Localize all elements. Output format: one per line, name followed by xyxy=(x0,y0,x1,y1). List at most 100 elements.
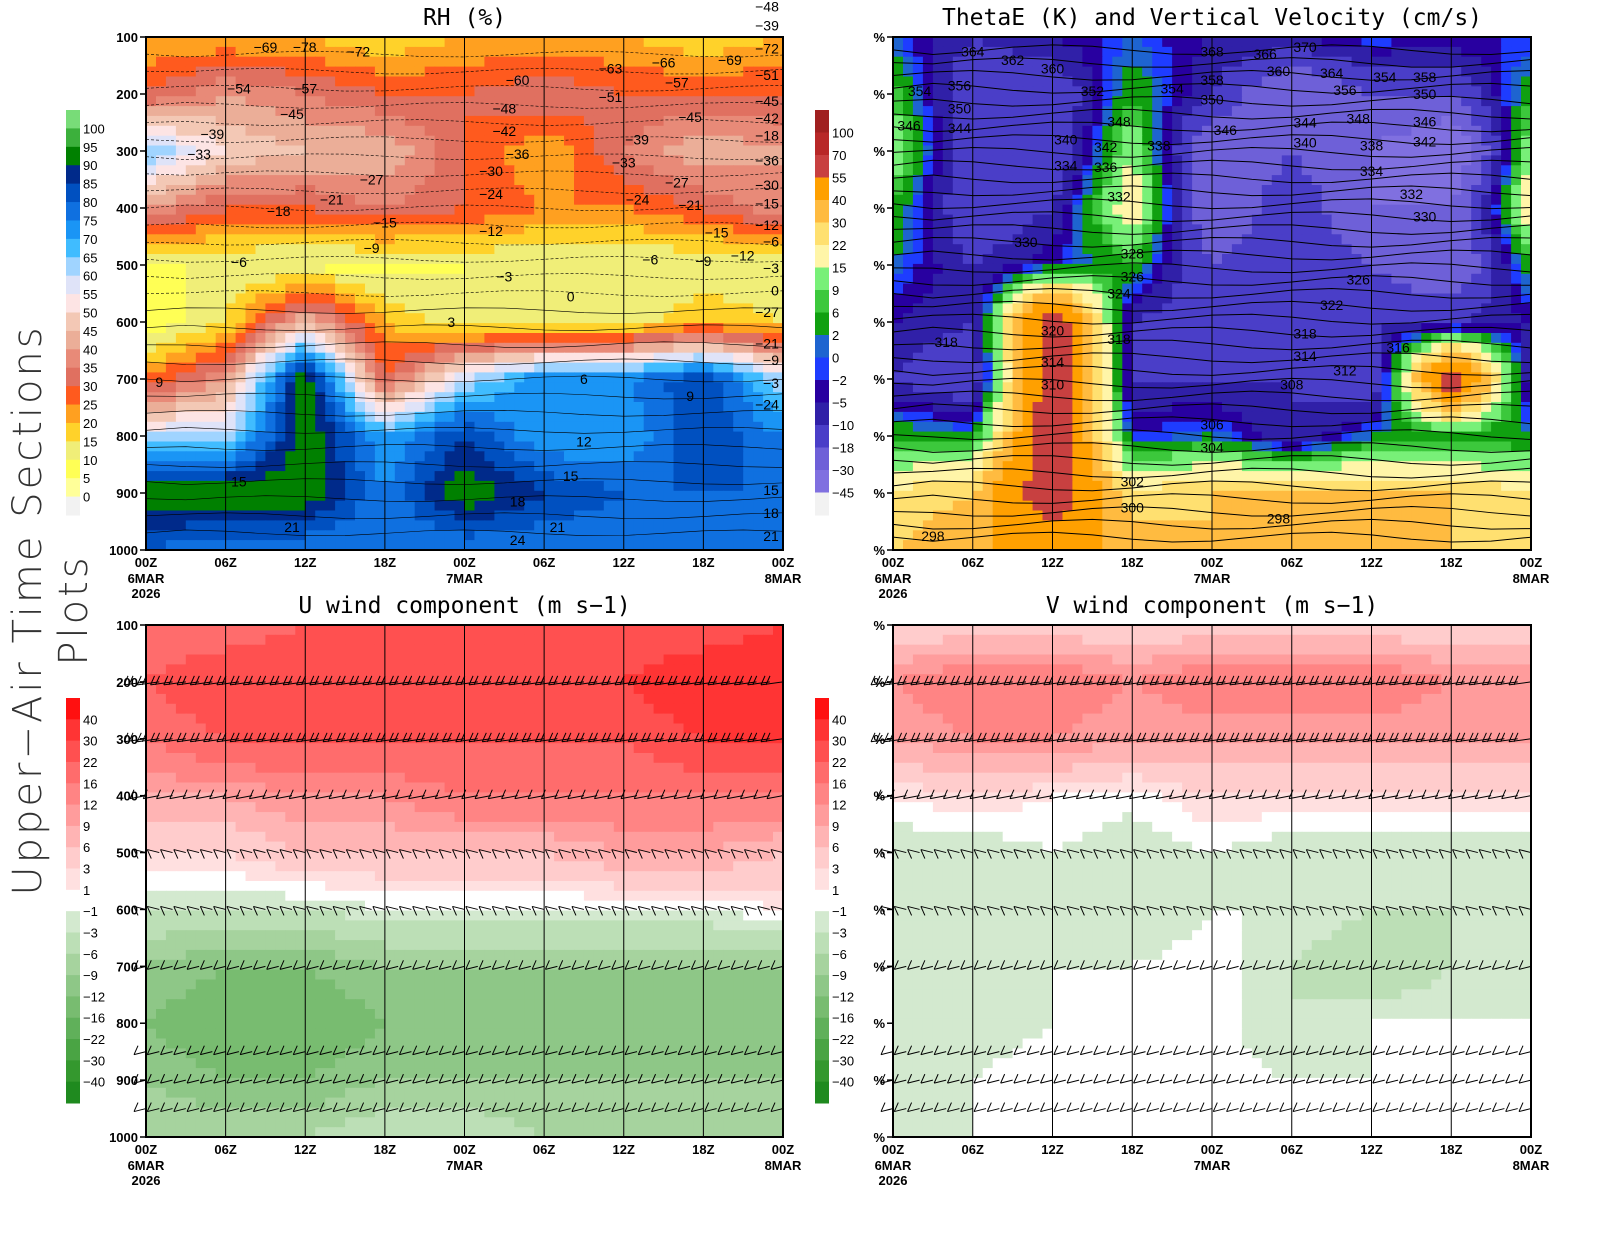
contour-cell xyxy=(295,490,306,502)
contour-cell xyxy=(225,273,237,285)
contour-cell xyxy=(1441,135,1452,147)
contour-cell xyxy=(1241,155,1253,166)
contour-cell xyxy=(255,155,267,166)
contour-cell xyxy=(753,303,764,314)
contour-cell xyxy=(534,402,545,413)
contour-cell xyxy=(753,293,764,304)
contour-cell xyxy=(1222,165,1233,176)
contour-cell xyxy=(305,273,316,285)
contour-cell xyxy=(1192,135,1203,147)
contour-cell xyxy=(663,402,675,413)
contour-cell xyxy=(623,115,635,127)
contour-cell xyxy=(404,135,416,147)
contour-label: 15 xyxy=(563,468,579,484)
contour-cell xyxy=(693,96,704,107)
contour-cell xyxy=(723,480,734,492)
contour-cell xyxy=(305,194,316,206)
contour-cell xyxy=(404,392,416,403)
contour-cell xyxy=(583,46,595,58)
contour-cell xyxy=(773,273,784,285)
contour-label: 12 xyxy=(576,434,592,450)
contour-cell xyxy=(1301,194,1313,206)
contour-cell xyxy=(315,37,326,48)
contour-cell xyxy=(275,323,286,334)
contour-cell xyxy=(205,194,217,206)
contour-cell xyxy=(325,471,336,482)
contour-cell xyxy=(703,185,714,196)
contour-cell xyxy=(583,431,595,443)
contour-cell xyxy=(1241,244,1253,255)
contour-cell xyxy=(195,293,207,304)
contour-cell xyxy=(325,540,336,551)
contour-cell xyxy=(952,135,964,147)
contour-cell xyxy=(633,372,645,383)
contour-cell xyxy=(524,46,535,58)
contour-cell xyxy=(474,214,486,226)
contour-cell xyxy=(384,431,396,443)
contour-cell xyxy=(1192,234,1203,245)
contour-cell xyxy=(1052,76,1064,87)
contour-cell xyxy=(743,194,754,206)
contour-cell xyxy=(374,392,386,403)
contour-cell xyxy=(165,214,177,226)
contour-cell xyxy=(593,392,605,403)
contour-cell xyxy=(903,96,914,107)
contour-cell xyxy=(773,362,784,374)
contour-cell xyxy=(753,165,764,176)
contour-cell xyxy=(723,115,734,127)
contour-cell xyxy=(554,224,565,235)
contour-cell xyxy=(1361,194,1373,206)
contour-cell xyxy=(1152,214,1163,226)
contour-cell xyxy=(633,303,645,314)
contour-cell xyxy=(554,402,565,413)
contour-cell xyxy=(205,402,217,413)
contour-cell xyxy=(952,204,964,216)
contour-cell xyxy=(564,263,575,275)
contour-cell xyxy=(305,46,316,58)
contour-cell xyxy=(434,66,446,78)
contour-cell xyxy=(534,185,545,196)
contour-cell xyxy=(175,520,187,531)
contour-cell xyxy=(564,37,575,48)
contour-cell xyxy=(146,224,157,235)
contour-cell xyxy=(763,451,774,462)
contour-cell xyxy=(1301,145,1313,156)
contour-cell xyxy=(893,214,904,226)
contour-cell xyxy=(723,362,734,374)
contour-cell xyxy=(593,96,605,107)
contour-cell xyxy=(763,540,774,551)
contour-cell xyxy=(474,392,486,403)
contour-cell xyxy=(165,175,177,186)
contour-cell xyxy=(464,244,476,255)
contour-cell xyxy=(185,37,197,48)
contour-cell xyxy=(524,431,535,443)
contour-cell xyxy=(593,352,605,364)
contour-cell xyxy=(474,86,486,97)
contour-cell xyxy=(942,185,954,196)
contour-cell xyxy=(305,431,316,443)
contour-cell xyxy=(1291,76,1303,87)
contour-cell xyxy=(623,411,635,423)
contour-cell xyxy=(494,500,505,512)
contour-cell xyxy=(1361,86,1373,97)
contour-label: −69 xyxy=(718,52,742,68)
contour-cell xyxy=(663,254,675,265)
contour-cell xyxy=(1451,96,1462,107)
contour-cell xyxy=(1521,115,1532,127)
contour-cell xyxy=(245,372,257,383)
contour-cell xyxy=(295,234,306,245)
contour-cell xyxy=(245,135,257,147)
contour-cell xyxy=(743,510,754,521)
contour-cell xyxy=(1152,135,1163,147)
contour-cell xyxy=(345,224,356,235)
contour-cell xyxy=(773,342,784,354)
contour-cell xyxy=(424,421,436,433)
contour-cell xyxy=(165,273,177,285)
contour-cell xyxy=(424,500,436,512)
contour-cell xyxy=(723,431,734,443)
contour-cell xyxy=(494,540,505,551)
contour-cell xyxy=(165,530,177,541)
contour-cell xyxy=(464,431,476,443)
contour-cell xyxy=(225,254,237,265)
contour-cell xyxy=(1351,96,1363,107)
